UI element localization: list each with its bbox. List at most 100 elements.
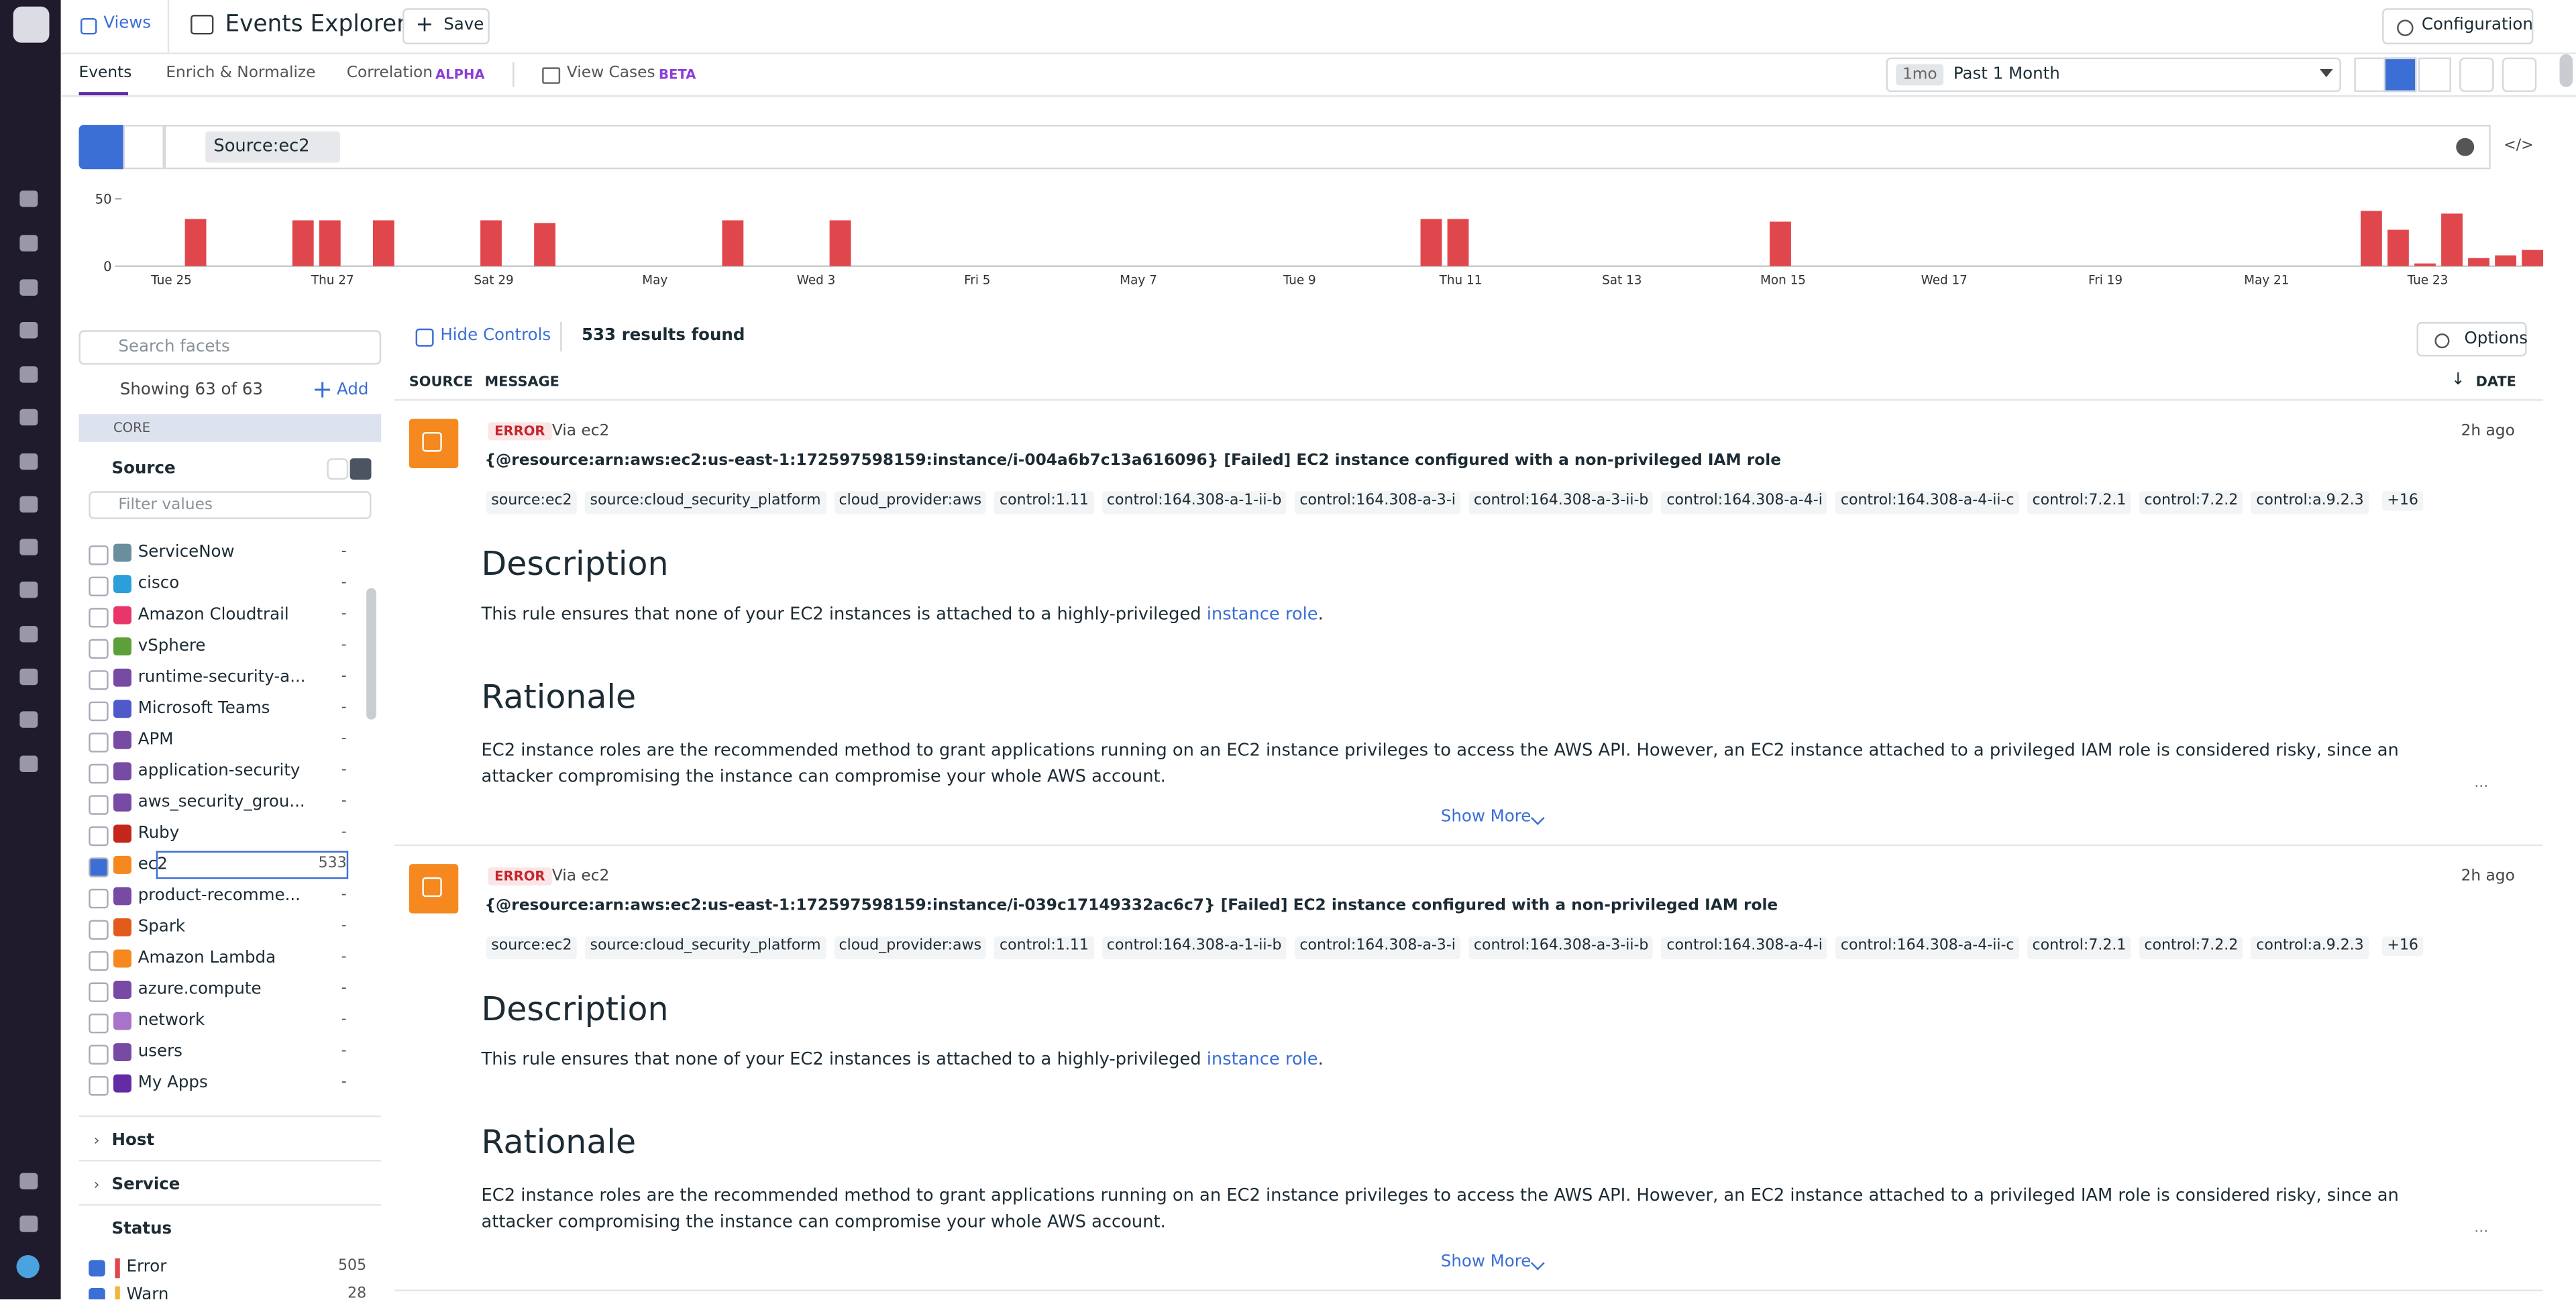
facet-value[interactable]: vSphere — [138, 637, 206, 656]
facet-value[interactable]: cisco — [138, 575, 180, 594]
facet-value[interactable]: product-recomme... — [138, 887, 301, 906]
pause-button[interactable] — [2383, 57, 2417, 93]
tag[interactable]: control:1.11 — [994, 936, 1094, 960]
tag[interactable]: control:164.308-a-4-i — [1662, 491, 1828, 514]
link[interactable]: instance role — [1206, 1049, 1318, 1070]
facet-value[interactable]: azure.compute — [138, 981, 262, 999]
event-title[interactable]: {@resource:arn:aws:ec2:us-east-1:1725975… — [484, 451, 1781, 470]
nav-icon[interactable] — [19, 539, 38, 555]
tab[interactable]: Events — [78, 64, 132, 83]
nav-icon[interactable] — [19, 711, 38, 728]
options-button[interactable]: Options — [2416, 322, 2528, 357]
facet-value[interactable]: application-security — [138, 762, 301, 781]
tag[interactable]: source:ec2 — [486, 491, 577, 514]
code-button[interactable]: </> — [2504, 138, 2534, 155]
tag[interactable]: control:164.308-a-4-ii-c — [1835, 491, 2019, 514]
nav-icon[interactable] — [19, 191, 38, 207]
nav-icon[interactable] — [19, 1215, 38, 1232]
tag[interactable]: control:164.308-a-1-ii-b — [1102, 491, 1287, 514]
refresh-button[interactable] — [2502, 57, 2537, 93]
facet-value[interactable]: runtime-security-a... — [138, 668, 306, 687]
show-more[interactable]: Show More — [1440, 808, 1532, 826]
checkbox[interactable] — [89, 763, 109, 784]
checkbox[interactable] — [89, 608, 109, 628]
config-button[interactable]: Configuration — [2382, 8, 2534, 45]
checkbox[interactable] — [89, 576, 109, 596]
tag[interactable]: control:164.308-a-4-ii-c — [1835, 936, 2019, 960]
tab[interactable]: Enrich & Normalize — [166, 64, 316, 83]
nav-icon[interactable] — [19, 366, 38, 383]
tab[interactable]: View Cases — [566, 64, 655, 83]
facet-value[interactable]: Error — [126, 1258, 167, 1277]
tag[interactable]: cloud_provider:aws — [834, 936, 987, 960]
facet-value[interactable]: users — [138, 1043, 182, 1062]
tag[interactable]: control:164.308-a-3-i — [1295, 491, 1461, 514]
checkbox[interactable] — [89, 639, 109, 659]
search-box[interactable] — [164, 125, 2491, 170]
chart-view-button[interactable] — [123, 125, 164, 170]
tag[interactable]: control:7.2.1 — [2027, 936, 2131, 960]
nav-icon[interactable] — [19, 626, 38, 643]
facet-title[interactable]: Host — [111, 1132, 155, 1150]
tag[interactable]: control:7.2.2 — [2139, 491, 2243, 514]
checkbox[interactable] — [89, 920, 109, 940]
save-button[interactable]: + Save — [402, 8, 490, 45]
tag[interactable]: control:164.308-a-3-ii-b — [1468, 491, 1654, 514]
tag[interactable]: source:cloud_security_platform — [585, 936, 826, 960]
tag[interactable]: control:164.308-a-1-ii-b — [1102, 936, 1287, 960]
nav-icon[interactable] — [19, 409, 38, 426]
facet-title[interactable]: Source — [111, 459, 176, 478]
tag[interactable]: source:cloud_security_platform — [585, 491, 826, 514]
tag[interactable]: control:7.2.1 — [2027, 491, 2131, 514]
facet-value[interactable]: APM — [138, 730, 174, 749]
nav-icon[interactable] — [19, 279, 38, 296]
list-view-button[interactable] — [78, 125, 123, 170]
nav-icon[interactable] — [19, 322, 38, 339]
facet-value[interactable]: network — [138, 1012, 205, 1030]
checkbox[interactable] — [89, 857, 109, 877]
checkbox[interactable] — [89, 1260, 105, 1277]
checkbox[interactable] — [89, 701, 109, 722]
tag[interactable]: control:164.308-a-4-i — [1662, 936, 1828, 960]
nav-icon[interactable] — [16, 1255, 40, 1279]
col-date[interactable]: DATE — [2475, 374, 2516, 391]
checkbox[interactable] — [89, 951, 109, 971]
facet-search[interactable]: Search facets — [78, 330, 382, 365]
time-picker[interactable]: 1mo Past 1 Month — [1886, 57, 2341, 93]
checkbox[interactable] — [89, 1044, 109, 1065]
checkbox[interactable] — [89, 1076, 109, 1096]
zoom-button[interactable] — [2459, 57, 2494, 93]
facet-value[interactable]: My Apps — [138, 1074, 208, 1093]
checkbox[interactable] — [89, 545, 109, 565]
tag[interactable]: control:a.9.2.3 — [2251, 936, 2369, 960]
tag[interactable]: cloud_provider:aws — [834, 491, 987, 514]
facet-value[interactable]: ec2 — [138, 855, 168, 874]
event-title[interactable]: {@resource:arn:aws:ec2:us-east-1:1725975… — [484, 897, 1778, 916]
facet-value[interactable]: Amazon Lambda — [138, 949, 276, 968]
facet-close-button[interactable] — [350, 458, 372, 480]
checkbox[interactable] — [89, 733, 109, 753]
facet-value[interactable]: Microsoft Teams — [138, 700, 270, 718]
nav-icon[interactable] — [19, 581, 38, 598]
checkbox[interactable] — [89, 670, 109, 690]
facet-value[interactable]: ServiceNow — [138, 543, 235, 562]
tab[interactable]: Correlation — [346, 64, 433, 83]
checkbox[interactable] — [89, 1014, 109, 1034]
facet-value[interactable]: aws_security_grou... — [138, 793, 305, 812]
checkbox[interactable] — [89, 888, 109, 909]
checkbox[interactable] — [89, 826, 109, 847]
hide-controls[interactable]: Hide Controls — [440, 327, 551, 345]
facet-title[interactable]: Service — [111, 1176, 180, 1195]
facet-value[interactable]: Warn — [126, 1286, 169, 1300]
tag[interactable]: source:ec2 — [486, 936, 577, 960]
checkbox[interactable] — [89, 795, 109, 815]
tag[interactable]: control:7.2.2 — [2139, 936, 2243, 960]
link[interactable]: instance role — [1206, 604, 1318, 625]
nav-icon[interactable] — [19, 496, 38, 513]
checkbox[interactable] — [89, 1288, 105, 1300]
more-tags[interactable]: +16 — [2382, 936, 2424, 957]
tag[interactable]: control:164.308-a-3-ii-b — [1468, 936, 1654, 960]
tag[interactable]: control:a.9.2.3 — [2251, 491, 2369, 514]
nav-icon[interactable] — [19, 453, 38, 470]
facet-value[interactable]: Amazon Cloudtrail — [138, 606, 289, 625]
